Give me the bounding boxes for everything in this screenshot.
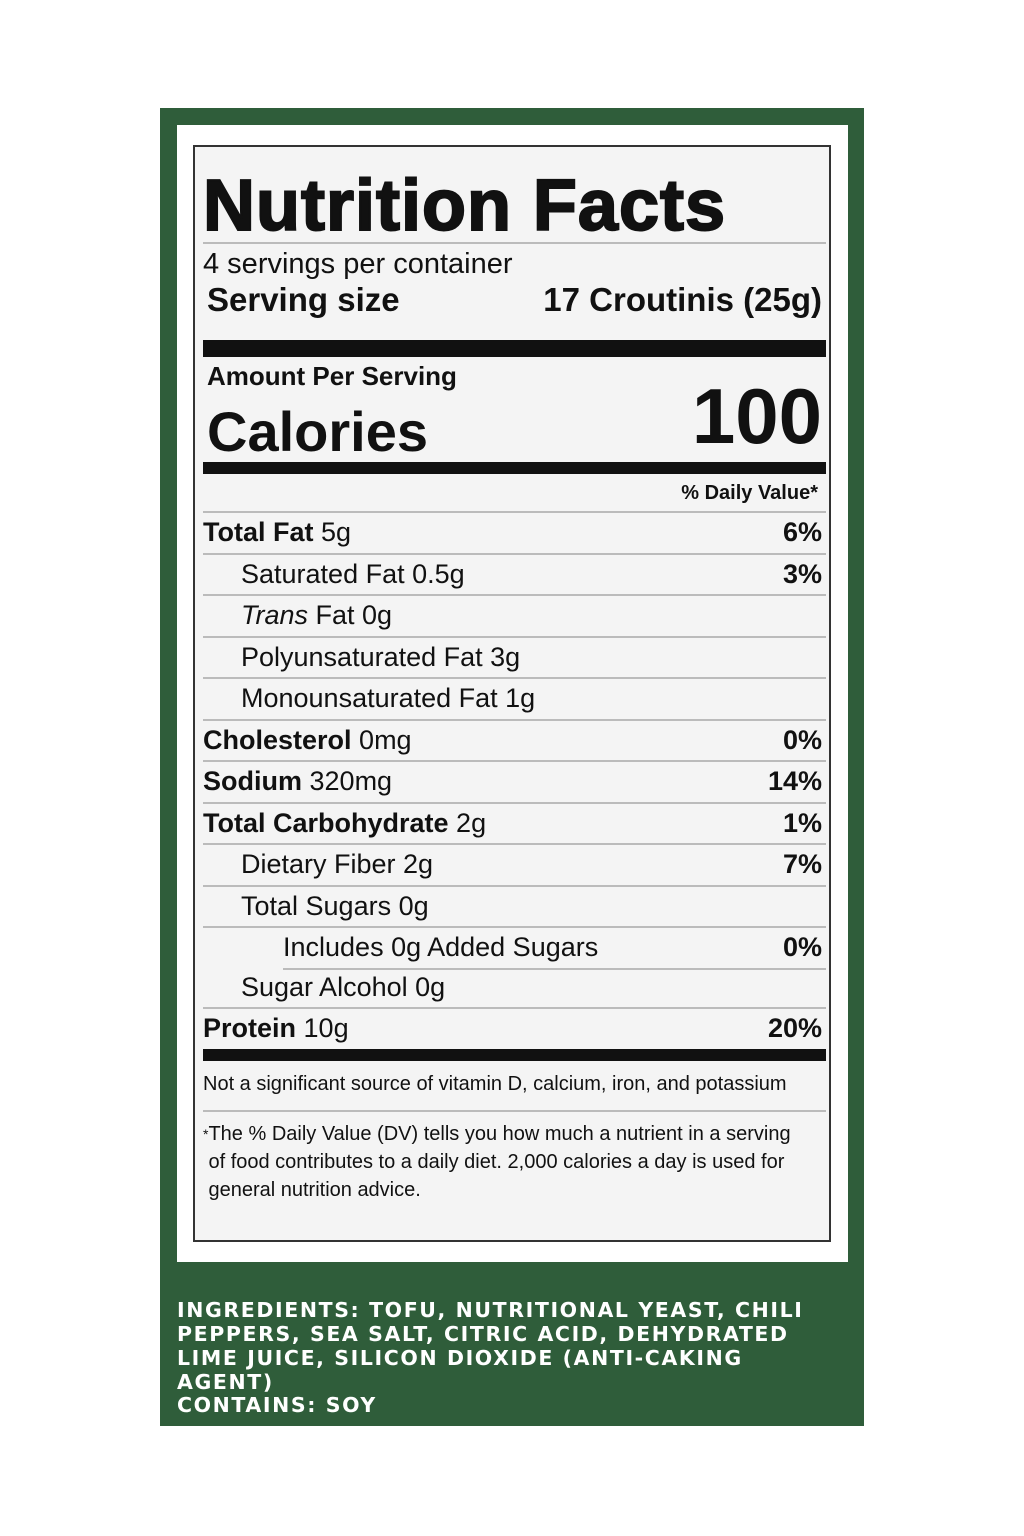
nutrient-name: Total Fat 5g [203, 517, 351, 548]
nutrient-label: Fat 0g [315, 600, 393, 631]
nutrient-amount: 320mg [309, 766, 393, 797]
calories-label: Calories [207, 400, 428, 463]
nutrient-name: Total Sugars 0g [203, 891, 429, 922]
label-background: Nutrition Facts 4 servings per container… [177, 125, 848, 1262]
divider [203, 462, 826, 474]
nutrient-label: Total Fat [203, 517, 314, 548]
nutrient-label: Total Sugars 0g [241, 890, 429, 921]
nutrient-row: Total Sugars 0g [203, 887, 826, 928]
nutrient-label: Sugar Alcohol 0g [241, 971, 446, 1002]
nutrient-name: Dietary Fiber 2g [203, 849, 433, 880]
package-panel: Nutrition Facts 4 servings per container… [160, 108, 864, 1426]
nutrient-name: Polyunsaturated Fat 3g [203, 642, 520, 673]
nutrient-name: Includes 0g Added Sugars [203, 932, 598, 963]
nutrient-name: Sodium 320mg [203, 766, 392, 797]
nutrient-name-italic: Trans [241, 600, 309, 631]
calories: Calories 100 [203, 374, 826, 463]
nutrient-name: Sugar Alcohol 0g [203, 972, 445, 1003]
label-content: Nutrition Facts 4 servings per container… [202, 147, 826, 1204]
nutrient-row: Cholesterol 0mg 0% [203, 721, 826, 762]
divider [203, 340, 826, 357]
daily-value: 20% [767, 1013, 822, 1044]
nutrient-amount: 10g [303, 1013, 349, 1044]
daily-value: 7% [782, 849, 822, 880]
daily-value: 0% [782, 724, 822, 755]
daily-value: 1% [782, 807, 822, 838]
nutrient-name: Cholesterol 0mg [203, 725, 412, 756]
nutrient-row: Trans Fat 0g [203, 596, 826, 638]
footnote-text: The % Daily Value (DV) tells you how muc… [208, 1122, 791, 1201]
nutrient-row: Dietary Fiber 2g 7% [203, 845, 826, 887]
servings: 4 servings per container [203, 248, 513, 280]
title: Nutrition Facts [202, 147, 826, 247]
nutrient-row: Monounsaturated Fat 1g [203, 679, 826, 721]
nutrient-name: Total Carbohydrate 2g [203, 808, 486, 839]
nutrient-label: Dietary Fiber 2g [241, 849, 434, 880]
nutrient-amount: 0mg [359, 724, 412, 755]
nutrient-label: Total Carbohydrate [203, 807, 449, 838]
nutrient-label: Includes 0g Added Sugars [283, 932, 599, 963]
nutrient-label: Polyunsaturated Fat 3g [241, 641, 521, 672]
nutrient-row: Saturated Fat 0.5g 3% [203, 555, 826, 596]
daily-value: 0% [782, 932, 822, 963]
serving-size-value: 17 Croutinis (25g) [543, 281, 822, 318]
nutrient-name: Saturated Fat 0.5g [203, 559, 465, 590]
nutrient-name: Monounsaturated Fat 1g [203, 683, 535, 714]
nutrient-row: Protein 10g 20% [203, 1009, 826, 1049]
daily-value: 6% [782, 517, 822, 548]
nutrient-row: Polyunsaturated Fat 3g [203, 638, 826, 679]
nutrient-name: Trans Fat 0g [203, 600, 392, 631]
nutrient-amount: 5g [321, 517, 352, 548]
nutrient-label: Saturated Fat 0.5g [241, 558, 465, 589]
vitamins-note: Not a significant source of vitamin D, c… [203, 1061, 826, 1112]
nutrient-name: Protein 10g [203, 1013, 349, 1044]
daily-value: 3% [782, 558, 822, 589]
daily-value: 14% [767, 766, 822, 797]
serving-size-label: Serving size [207, 281, 400, 318]
nutrient-amount: 2g [456, 807, 487, 838]
nutrient-label: Monounsaturated Fat 1g [241, 683, 536, 714]
amount-per-serving: Amount Per Serving [207, 361, 457, 391]
nutrient-label: Sodium [203, 766, 302, 797]
footnote-marker: * [203, 1125, 209, 1142]
nutrient-row: Sugar Alcohol 0g [203, 968, 826, 1009]
nutrient-rows: Total Fat 5g 6% Saturated Fat 0.5g 3% Trans … [203, 513, 826, 1049]
ingredients: INGREDIENTS: TOFU, NUTRITIONAL YEAST, CH… [177, 1298, 804, 1394]
nutrient-row: Includes 0g Added Sugars 0% [203, 928, 826, 969]
nutrient-label: Protein [203, 1013, 297, 1044]
serving-size: Serving size 17 Croutinis (25g) [203, 278, 826, 340]
nutrient-row: Total Carbohydrate 2g 1% [203, 804, 826, 845]
divider [203, 1048, 826, 1061]
calories-value: 100 [691, 372, 822, 460]
nutrition-label: Nutrition Facts 4 servings per container… [193, 145, 831, 1242]
nutrient-label: Cholesterol [203, 724, 352, 755]
nutrient-row: Total Fat 5g 6% [203, 513, 826, 555]
contains: CONTAINS: SOY [177, 1393, 377, 1417]
dv-header: % Daily Value* [203, 474, 826, 513]
footnote: * The % Daily Value (DV) tells you how m… [203, 1112, 826, 1204]
nutrient-row: Sodium 320mg 14% [203, 762, 826, 804]
